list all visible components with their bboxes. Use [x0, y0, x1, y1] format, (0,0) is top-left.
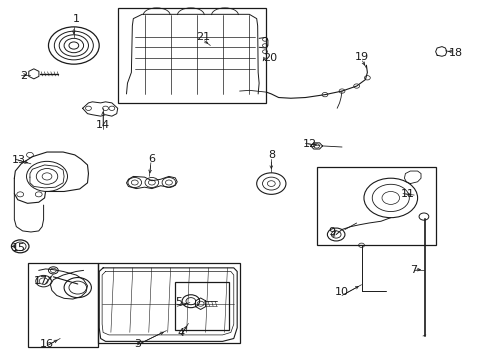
Text: 14: 14: [96, 120, 110, 130]
Text: 3: 3: [133, 339, 141, 349]
Text: 6: 6: [148, 154, 155, 164]
Text: 8: 8: [267, 150, 274, 160]
Text: 10: 10: [334, 287, 348, 297]
Text: 12: 12: [303, 139, 317, 149]
Text: 21: 21: [196, 32, 210, 42]
Text: 19: 19: [354, 51, 368, 62]
Polygon shape: [29, 69, 39, 79]
Text: 9: 9: [328, 228, 335, 237]
Text: 7: 7: [409, 265, 417, 275]
Text: 1: 1: [73, 14, 80, 24]
Text: 2: 2: [20, 71, 27, 81]
Bar: [316, 167, 435, 245]
Text: 16: 16: [40, 338, 54, 348]
Text: 20: 20: [263, 53, 277, 63]
Text: 15: 15: [11, 243, 25, 253]
Text: 11: 11: [400, 189, 414, 199]
Text: 18: 18: [448, 48, 463, 58]
Text: 13: 13: [11, 155, 25, 165]
Bar: [118, 8, 266, 103]
Bar: [27, 263, 98, 347]
Text: 5: 5: [175, 297, 182, 307]
Bar: [98, 263, 239, 343]
Bar: [175, 282, 228, 330]
Text: 4: 4: [177, 328, 184, 338]
Text: 17: 17: [34, 276, 48, 286]
